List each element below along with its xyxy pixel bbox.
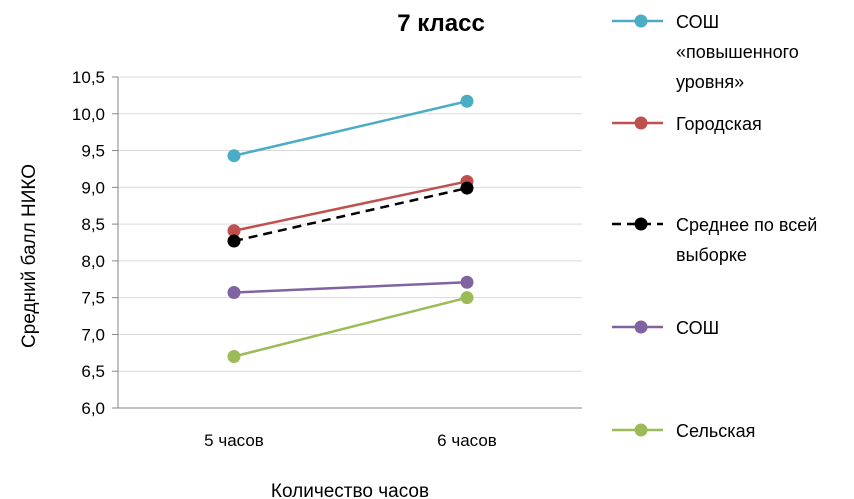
legend: СОШ «повышенного уровня» Городская Среднее п… bbox=[612, 12, 817, 441]
y-tick-label: 7,5 bbox=[81, 289, 105, 308]
y-tick-label: 6,5 bbox=[81, 362, 105, 381]
x-axis-ticks: 5 часов 6 часов bbox=[204, 431, 497, 450]
legend-item: СОШ «повышенного уровня» bbox=[612, 12, 799, 92]
data-point bbox=[227, 350, 241, 364]
series-line bbox=[233, 180, 468, 232]
data-point bbox=[460, 94, 474, 108]
y-tick-label: 10,5 bbox=[72, 68, 105, 87]
x-tick-label: 5 часов bbox=[204, 431, 264, 450]
legend-label: Городская bbox=[676, 114, 762, 134]
y-tick-label: 6,0 bbox=[81, 399, 105, 418]
legend-item: СОШ bbox=[612, 318, 719, 338]
series bbox=[227, 94, 474, 163]
series bbox=[227, 291, 474, 364]
data-point bbox=[227, 224, 241, 238]
data-point bbox=[227, 234, 241, 248]
data-point bbox=[460, 291, 474, 305]
legend-label: Среднее по всей bbox=[676, 215, 817, 235]
series-line bbox=[233, 100, 468, 157]
y-tick-label: 8,0 bbox=[81, 252, 105, 271]
legend-label: «повышенного bbox=[676, 42, 799, 62]
y-axis-label: Средний балл НИКО bbox=[19, 164, 40, 348]
y-tick-label: 8,5 bbox=[81, 215, 105, 234]
legend-label: Сельская bbox=[676, 421, 755, 441]
legend-item: Городская bbox=[612, 114, 762, 134]
series bbox=[227, 181, 474, 248]
y-axis-ticks: 6,0 6,5 7,0 7,5 8,0 8,5 9,0 9,5 10,0 10,5 bbox=[72, 68, 105, 418]
legend-marker bbox=[634, 14, 648, 28]
legend-marker bbox=[634, 217, 648, 231]
legend-marker bbox=[634, 116, 648, 130]
gridlines bbox=[112, 76, 582, 409]
legend-label: СОШ bbox=[676, 12, 719, 32]
series-line bbox=[233, 186, 468, 243]
chart-title: 7 класс bbox=[397, 10, 485, 37]
legend-marker bbox=[634, 320, 648, 334]
y-tick-label: 10,0 bbox=[72, 105, 105, 124]
data-point bbox=[227, 149, 241, 163]
x-axis-label: Количество часов bbox=[271, 481, 429, 499]
legend-label: выборке bbox=[676, 245, 747, 265]
series-line bbox=[233, 280, 468, 294]
series bbox=[227, 275, 474, 300]
y-tick-label: 7,0 bbox=[81, 325, 105, 344]
series bbox=[227, 174, 474, 238]
legend-marker bbox=[634, 423, 648, 437]
data-point bbox=[227, 286, 241, 300]
x-tick-label: 6 часов bbox=[437, 431, 497, 450]
series-line bbox=[233, 296, 468, 358]
data-point bbox=[460, 181, 474, 195]
y-tick-label: 9,0 bbox=[81, 178, 105, 197]
legend-label: СОШ bbox=[676, 318, 719, 338]
y-tick-label: 9,5 bbox=[81, 142, 105, 161]
data-point bbox=[460, 275, 474, 289]
series-group bbox=[227, 94, 474, 364]
legend-item: Среднее по всей выборке bbox=[612, 215, 817, 265]
legend-label: уровня» bbox=[676, 72, 744, 92]
legend-item: Сельская bbox=[612, 421, 755, 441]
